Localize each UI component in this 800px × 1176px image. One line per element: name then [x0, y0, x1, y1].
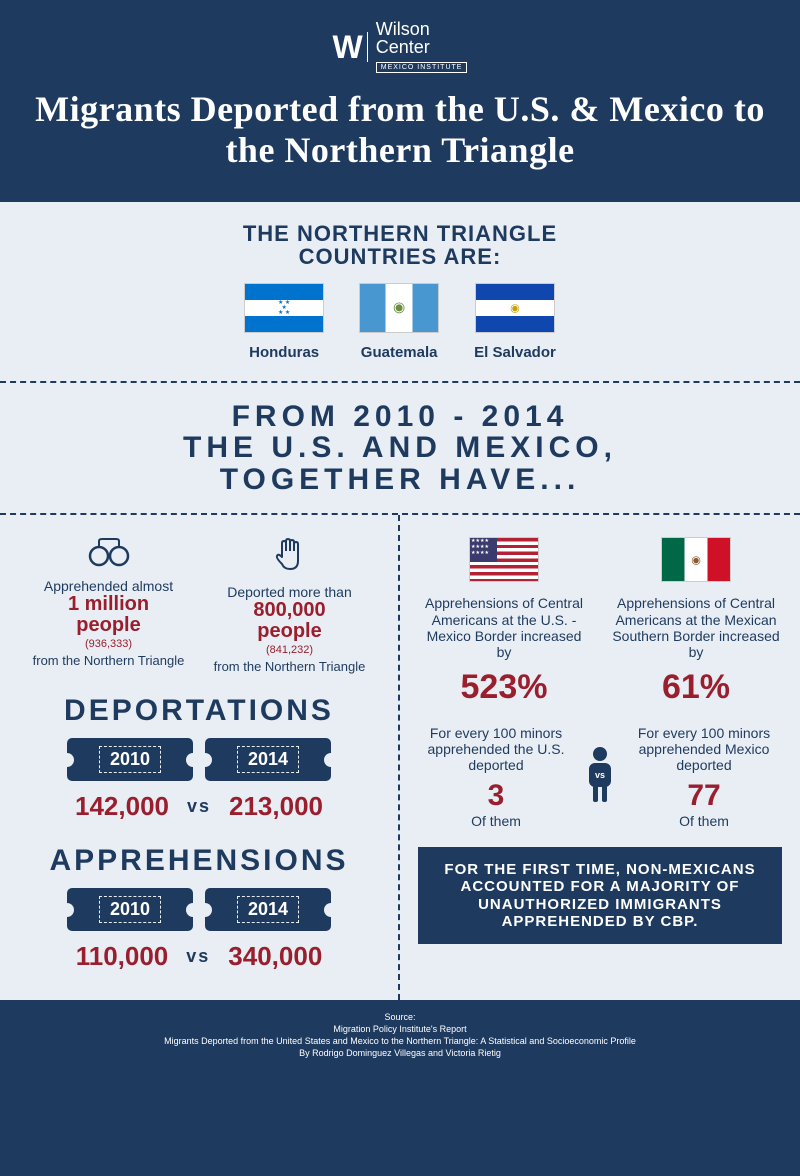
logo-brand: Wilson Center: [376, 20, 468, 56]
us-text: Apprehensions of Central Americans at th…: [418, 595, 590, 659]
period-heading: FROM 2010 - 2014 THE U.S. AND MEXICO, TO…: [18, 401, 782, 496]
logo-text-block: Wilson Center MEXICO INSTITUTE: [376, 20, 468, 74]
flag-label: Guatemala: [359, 344, 439, 361]
callout-box: FOR THE FIRST TIME, NON-MEXICANS ACCOUNT…: [418, 847, 782, 944]
mx-pct: 61%: [610, 668, 782, 707]
year-label: 2014: [237, 746, 299, 773]
period-line1: FROM 2010 - 2014: [18, 401, 782, 433]
flag-item-guatemala: Guatemala: [359, 283, 439, 361]
stat-pair: Apprehended almost 1 million people (936…: [18, 537, 380, 674]
value-2014: 213,000: [229, 791, 323, 822]
hand-stop-icon: [199, 537, 380, 578]
header: W Wilson Center MEXICO INSTITUTE Migrant…: [0, 0, 800, 202]
stat-sub: (841,232): [199, 644, 380, 656]
person-vs-icon: vs: [580, 744, 620, 809]
handcuffs-icon: [18, 537, 199, 572]
year-label: 2010: [99, 746, 161, 773]
left-column: Apprehended almost 1 million people (936…: [0, 515, 400, 1000]
triangle-section: THE NORTHERN TRIANGLE COUNTRIES ARE: Hon…: [0, 202, 800, 381]
us-minors-text: For every 100 minors apprehended the U.S…: [418, 725, 574, 773]
us-block: Apprehensions of Central Americans at th…: [418, 537, 590, 706]
value-2010: 142,000: [75, 791, 169, 822]
stat-deported: Deported more than 800,000 people (841,2…: [199, 537, 380, 674]
flag-mexico-icon: [661, 537, 731, 582]
border-apprehensions: Apprehensions of Central Americans at th…: [418, 537, 782, 706]
deportations-heading: DEPORTATIONS: [18, 694, 380, 728]
value-2014: 340,000: [228, 941, 322, 972]
stat-label-bottom: from the Northern Triangle: [199, 659, 380, 674]
year-ticket: 2014: [205, 738, 331, 781]
period-line3: TOGETHER HAVE...: [18, 464, 782, 496]
minors-row: For every 100 minors apprehended the U.S…: [418, 725, 782, 829]
us-minors-value: 3: [418, 779, 574, 813]
year-label: 2010: [99, 896, 161, 923]
apprehensions-heading: APPREHENSIONS: [18, 844, 380, 878]
us-minors: For every 100 minors apprehended the U.S…: [418, 725, 574, 829]
vs-label: vs: [187, 796, 211, 817]
value-2010: 110,000: [76, 941, 169, 972]
footer-title: Migrants Deported from the United States…: [12, 1036, 788, 1048]
stat-value: 1 million people: [18, 594, 199, 636]
deportations-years: 2010 2014: [18, 738, 380, 781]
flag-label: El Salvador: [474, 344, 556, 361]
footer-source-label: Source:: [12, 1012, 788, 1024]
year-label: 2014: [237, 896, 299, 923]
flag-usa-icon: [469, 537, 539, 582]
vs-label: vs: [186, 946, 210, 967]
stat-apprehended: Apprehended almost 1 million people (936…: [18, 537, 199, 674]
mx-block: Apprehensions of Central Americans at th…: [610, 537, 782, 706]
deportations-values: 142,000 vs 213,000: [18, 791, 380, 822]
stat-label-top: Deported more than: [199, 584, 380, 600]
stat-value: 800,000 people: [199, 600, 380, 642]
flag-label: Honduras: [244, 344, 324, 361]
apprehensions-years: 2010 2014: [18, 888, 380, 931]
stat-label-bottom: from the Northern Triangle: [18, 653, 199, 668]
logo-sub: MEXICO INSTITUTE: [376, 62, 468, 73]
flag-item-honduras: Honduras: [244, 283, 324, 361]
flag-honduras-icon: [244, 283, 324, 333]
year-ticket: 2010: [67, 738, 193, 781]
mx-text: Apprehensions of Central Americans at th…: [610, 595, 782, 659]
us-minors-of: Of them: [418, 813, 574, 829]
stat-sub: (936,333): [18, 638, 199, 650]
flag-item-elsalvador: El Salvador: [474, 283, 556, 361]
right-column: Apprehensions of Central Americans at th…: [400, 515, 800, 1000]
footer-source: Migration Policy Institute's Report: [12, 1024, 788, 1036]
year-ticket: 2014: [205, 888, 331, 931]
triangle-heading: THE NORTHERN TRIANGLE COUNTRIES ARE:: [20, 222, 780, 268]
mx-minors-value: 77: [626, 779, 782, 813]
period-section: FROM 2010 - 2014 THE U.S. AND MEXICO, TO…: [0, 381, 800, 516]
mx-minors: For every 100 minors apprehended Mexico …: [626, 725, 782, 829]
stat-label-top: Apprehended almost: [18, 578, 199, 594]
year-ticket: 2010: [67, 888, 193, 931]
mx-minors-text: For every 100 minors apprehended Mexico …: [626, 725, 782, 773]
footer-authors: By Rodrigo Dominguez Villegas and Victor…: [12, 1048, 788, 1060]
vs-label: vs: [595, 770, 605, 780]
main-content: Apprehended almost 1 million people (936…: [0, 515, 800, 1000]
apprehensions-values: 110,000 vs 340,000: [18, 941, 380, 972]
logo-divider: [367, 32, 368, 62]
flags-row: Honduras Guatemala El Salvador: [20, 283, 780, 361]
page-title: Migrants Deported from the U.S. & Mexico…: [30, 89, 770, 172]
flag-elsalvador-icon: [475, 283, 555, 333]
footer: Source: Migration Policy Institute's Rep…: [0, 1000, 800, 1071]
period-line2: THE U.S. AND MEXICO,: [18, 432, 782, 464]
logo: W Wilson Center MEXICO INSTITUTE: [333, 20, 468, 74]
logo-mark: W: [333, 29, 359, 66]
flag-guatemala-icon: [359, 283, 439, 333]
mx-minors-of: Of them: [626, 813, 782, 829]
us-pct: 523%: [418, 668, 590, 707]
